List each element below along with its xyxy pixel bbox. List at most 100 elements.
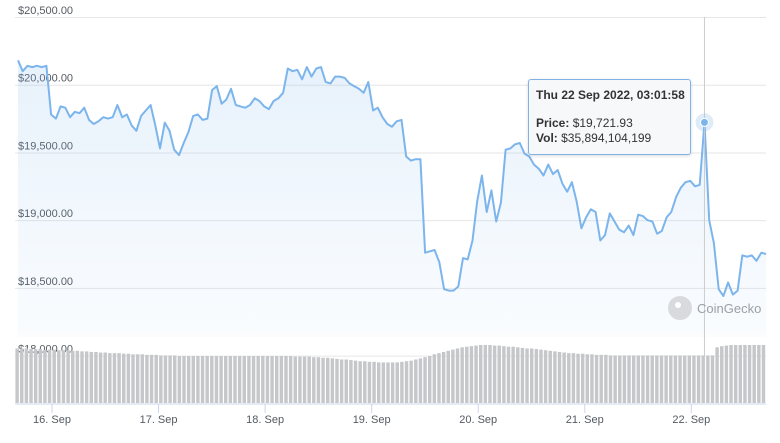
volume-bar (112, 353, 117, 403)
x-tick-label: 21. Sep (566, 414, 604, 426)
volume-bar (534, 349, 539, 403)
volume-bar (108, 353, 112, 403)
volume-bar (135, 354, 140, 403)
volume-bar (427, 356, 432, 403)
volume-bar (43, 349, 47, 403)
volume-bar (376, 362, 381, 403)
volume-bar (251, 356, 256, 403)
volume-bar (664, 355, 668, 403)
volume-bar (163, 355, 168, 403)
volume-bar (293, 356, 297, 403)
volume-bar (307, 356, 311, 403)
volume-bar (483, 345, 488, 403)
volume-bar (145, 354, 149, 403)
price-area (18, 60, 766, 338)
volume-bar (288, 356, 293, 403)
volume-bar (682, 355, 687, 403)
volume-bar (710, 355, 715, 403)
volume-bar (673, 355, 678, 403)
volume-bar (381, 362, 386, 403)
volume-bar (61, 350, 66, 403)
volume-bar (590, 354, 594, 403)
volume-bar (761, 345, 766, 403)
x-tick-label: 18. Sep (246, 414, 284, 426)
volume-bar (205, 356, 209, 403)
volume-bar (678, 355, 682, 403)
volume-bar (631, 355, 636, 403)
volume-bar (548, 350, 552, 403)
volume-bar (20, 348, 24, 403)
volume-bar (706, 355, 710, 403)
volume-bar (349, 360, 353, 403)
volume-bar (159, 355, 163, 403)
volume-bar (594, 354, 599, 403)
volume-bar (729, 345, 733, 403)
volume-bar (154, 354, 158, 403)
tooltip-date: Thu 22 Sep 2022, 03:01:58 (536, 88, 685, 102)
x-tick-label: 16. Sep (33, 414, 71, 426)
volume-bar (571, 353, 576, 403)
coingecko-watermark: CoinGecko (668, 296, 761, 320)
volume-bar (441, 351, 446, 403)
volume-bar (186, 356, 191, 403)
volume-bar (75, 350, 80, 403)
volume-bar (339, 359, 344, 403)
volume-bar (242, 356, 246, 403)
volume-bar (173, 355, 177, 403)
volume-bar (743, 345, 747, 403)
volume-bar (622, 355, 627, 403)
volume-bar (261, 356, 265, 403)
volume-bar (237, 356, 242, 403)
volume-bar (335, 358, 339, 403)
tooltip-price-row: Price: $19,721.93 (536, 116, 683, 131)
volume-bar (210, 356, 214, 403)
volume-bar (650, 355, 654, 403)
volume-bar (149, 354, 154, 403)
volume-bar (627, 355, 631, 403)
volume-bar (214, 356, 219, 403)
volume-bar (330, 358, 335, 403)
volume-bar (757, 345, 761, 403)
volume-bar (687, 355, 692, 403)
volume-bar (363, 361, 367, 403)
volume-bar (738, 345, 743, 403)
volume-bar (57, 350, 61, 403)
coingecko-logo-icon (668, 296, 692, 320)
volume-bar (492, 345, 497, 403)
volume-bar (117, 353, 121, 403)
volume-bar (585, 354, 590, 403)
volume-bar (506, 346, 511, 403)
volume-bar (720, 346, 724, 403)
volume-bar (122, 353, 126, 403)
volume-bar (400, 361, 404, 403)
price-tooltip: Thu 22 Sep 2022, 03:01:58 Price: $19,721… (528, 79, 691, 155)
volume-bar (15, 348, 19, 403)
volume-bar (353, 360, 358, 403)
volume-bar (655, 355, 659, 403)
volume-bar (372, 361, 376, 403)
volume-bar (191, 356, 195, 403)
volume-bar (316, 357, 321, 403)
hover-point[interactable] (699, 117, 709, 127)
tooltip-vol-row: Vol: $35,894,104,199 (536, 131, 683, 146)
volume-bar (525, 348, 529, 403)
volume-bar (168, 355, 172, 403)
volume-bar (469, 346, 474, 403)
volume-bar (80, 351, 84, 403)
x-tick-label: 22. Sep (672, 414, 710, 426)
volume-bar (613, 355, 617, 403)
volume-bar (432, 354, 437, 403)
volume-bar (659, 355, 664, 403)
volume-bar (752, 345, 756, 403)
volume-bar (219, 356, 223, 403)
volume-bar (446, 350, 450, 403)
y-tick-label: $20,500.00 (18, 5, 73, 17)
volume-bar (47, 349, 52, 403)
tooltip-price-label: Price: (536, 116, 570, 130)
volume-bar (103, 352, 107, 403)
volume-bar (200, 356, 205, 403)
volume-bar (562, 352, 566, 403)
volume-bar (645, 355, 650, 403)
volume-bar (502, 346, 506, 403)
